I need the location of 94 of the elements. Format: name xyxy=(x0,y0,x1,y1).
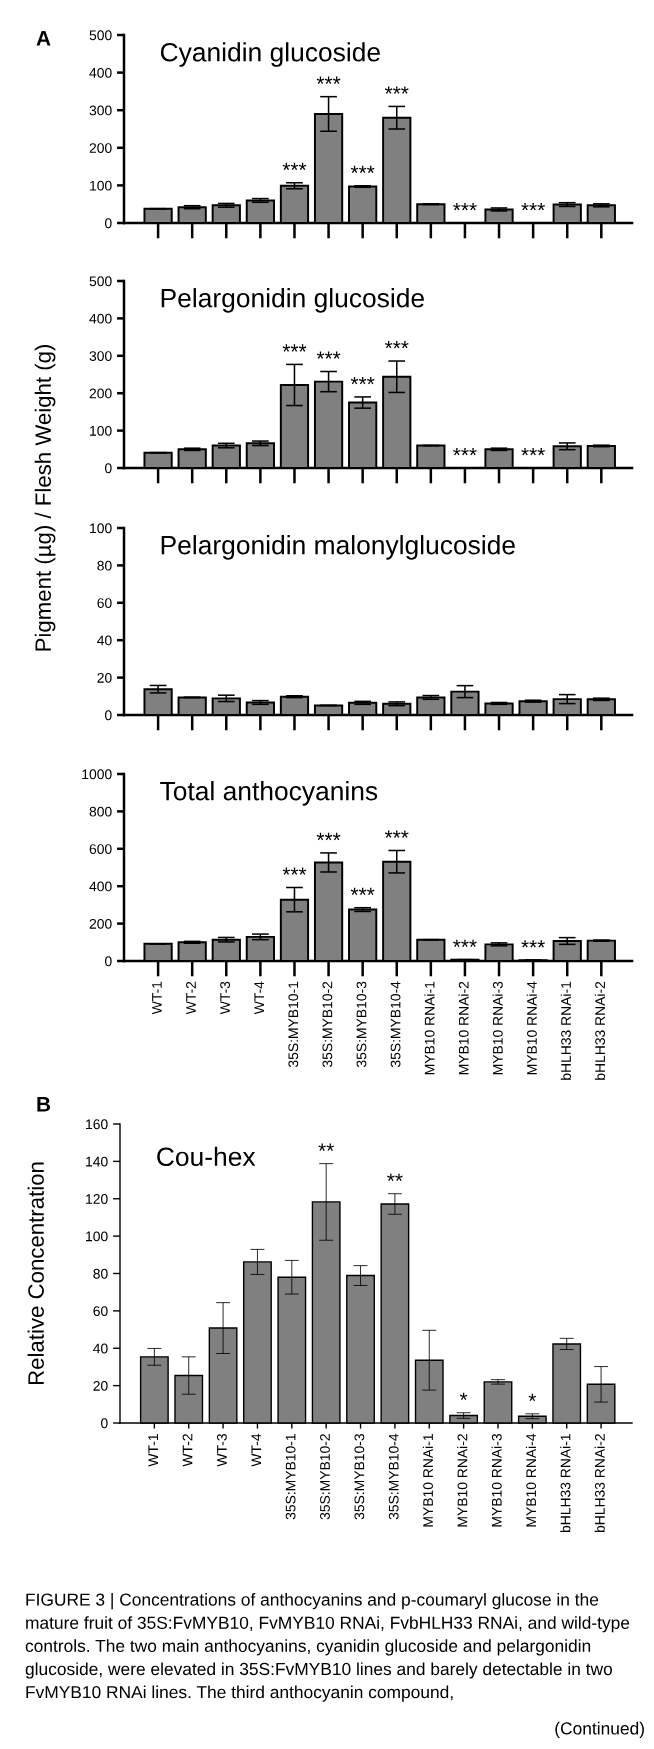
annotation: *** xyxy=(350,376,375,385)
x-tick-label: MYB10 RNAi-2 xyxy=(458,981,469,1075)
annotation: *** xyxy=(521,447,545,456)
x-tick-label: WT-3 xyxy=(220,981,231,1015)
x-tick-label: 35S:MYB10-4 xyxy=(390,981,401,1068)
annotation: *** xyxy=(521,940,545,948)
annotation: *** xyxy=(282,162,307,171)
x-tick-label: MYB10 RNAi-1 xyxy=(424,981,435,1075)
x-tick-label: 35S:MYB10-3 xyxy=(356,981,367,1068)
annotation: * xyxy=(459,1392,468,1400)
annotation: *** xyxy=(350,165,375,174)
y-tick-label: 100 xyxy=(90,180,112,191)
x-tick-label: bHLH33 RNAi-1 xyxy=(560,981,571,1080)
x-tick-label: MYB10 RNAi-3 xyxy=(491,1434,502,1527)
x-tick-label: MYB10 RNAi-3 xyxy=(492,981,503,1075)
y-tick-label: 0 xyxy=(105,463,112,474)
chart-title: Cyanidin glucoside xyxy=(160,42,380,67)
y-axis-title: Relative Concentration xyxy=(27,1162,44,1385)
x-tick-label: 35S:MYB10-3 xyxy=(354,1434,365,1520)
x-tick-label: 35S:MYB10-2 xyxy=(322,981,333,1068)
y-tick-label: 400 xyxy=(89,313,112,324)
y-tick-label: 20 xyxy=(93,1380,108,1391)
y-tick-label: 400 xyxy=(89,881,112,892)
annotation: *** xyxy=(316,76,341,84)
y-tick-label: 0 xyxy=(101,1418,108,1429)
x-tick-label: WT-2 xyxy=(182,1434,193,1467)
x-tick-label: WT-1 xyxy=(148,1434,158,1467)
y-tick-label: 140 xyxy=(86,1156,108,1167)
chart-title: Total anthocyanins xyxy=(160,781,378,806)
y-tick-label: 200 xyxy=(89,918,112,929)
x-tick-label: WT-2 xyxy=(186,981,196,1015)
y-tick-label: 300 xyxy=(89,105,112,116)
x-tick-label: WT-1 xyxy=(152,981,162,1015)
x-tick-label: 35S:MYB10-4 xyxy=(388,1433,399,1520)
text: Cou-hex xyxy=(157,1146,256,1167)
annotation: ** xyxy=(318,1143,334,1151)
annotation: ** xyxy=(387,1173,403,1181)
x-tick-label: bHLH33 RNAi-1 xyxy=(560,1434,571,1533)
x-tick-label: 35S:MYB10-1 xyxy=(288,981,299,1068)
annotation: *** xyxy=(282,867,307,875)
annotation: *** xyxy=(453,202,477,211)
caption: FIGURE 3 | Concentrations of anthocyanins and p-coumaryl glucose in the mature fruit of 35S:FvMYB10, FvMYB10 RNAi, FvbHLH33 RNAi, and wild-type controls. The two main anthocyanins, cyanidin glucoside and pelargonidin glucoside, were elevated in 35S:FvMYB10 lines and barely detectable in two FvMYB10 RNAi lines. The third anthocyanin compound, xyxy=(25,1593,630,1702)
y-tick-label: 600 xyxy=(89,844,112,854)
x-tick-label: 35S:MYB10-2 xyxy=(320,1434,330,1520)
y-tick-label: 80 xyxy=(97,560,112,571)
x-tick-label: 35S:MYB10-1 xyxy=(285,1434,296,1520)
y-tick-label: 800 xyxy=(89,806,112,817)
x-tick-label: MYB10 RNAi-4 xyxy=(526,981,537,1075)
annotation: *** xyxy=(453,447,477,456)
y-tick-label: 0 xyxy=(105,218,112,229)
annotation: *** xyxy=(521,202,545,211)
x-tick-label: MYB10 RNAi-1 xyxy=(422,1434,433,1527)
annotation: *** xyxy=(453,939,477,947)
y-tick-label: 100 xyxy=(90,523,112,534)
y-tick-label: 40 xyxy=(97,635,112,646)
annotation: *** xyxy=(316,832,341,841)
annotation: *** xyxy=(384,86,409,94)
annotation: *** xyxy=(384,340,409,349)
annotation: *** xyxy=(316,351,341,359)
y-tick-label: 40 xyxy=(93,1343,108,1354)
chart-title: Pelargonidin glucoside xyxy=(161,288,424,313)
x-tick-label: WT-4 xyxy=(251,1433,262,1467)
x-tick-label: bHLH33 RNAi-2 xyxy=(594,1434,605,1533)
x-tick-label: bHLH33 RNAi-2 xyxy=(594,981,606,1080)
y-tick-label: 400 xyxy=(89,67,112,78)
y-tick-label: 500 xyxy=(89,276,112,287)
text: B xyxy=(37,1097,51,1112)
y-tick-label: 200 xyxy=(89,143,112,153)
x-tick-label: MYB10 RNAi-4 xyxy=(525,1433,537,1527)
y-tick-label: 1000 xyxy=(82,769,112,780)
annotation: *** xyxy=(350,887,375,895)
y-tick-label: 120 xyxy=(86,1194,108,1204)
y-tick-label: 0 xyxy=(105,956,112,967)
text: A xyxy=(36,31,51,46)
annotation: *** xyxy=(384,830,409,838)
y-axis-title: Pigment (µg) / Flesh Weight (g) xyxy=(34,344,56,651)
y-tick-label: 500 xyxy=(89,30,112,41)
y-tick-label: 60 xyxy=(93,1306,108,1317)
chart-title: Pelargonidin malonylglucoside xyxy=(161,535,515,560)
x-tick-label: WT-4 xyxy=(254,981,264,1015)
y-tick-label: 100 xyxy=(90,425,112,436)
y-tick-label: 100 xyxy=(86,1231,108,1242)
y-tick-label: 80 xyxy=(93,1268,108,1279)
y-tick-label: 160 xyxy=(86,1119,108,1130)
annotation: * xyxy=(528,1393,537,1402)
y-tick-label: 20 xyxy=(97,672,112,683)
x-tick-label: WT-3 xyxy=(216,1434,227,1467)
y-tick-label: 0 xyxy=(105,710,112,721)
y-tick-label: 60 xyxy=(97,598,112,608)
annotation: *** xyxy=(282,344,307,352)
x-tick-label: MYB10 RNAi-2 xyxy=(457,1434,468,1527)
y-tick-label: 300 xyxy=(89,351,112,361)
text: (Continued) xyxy=(555,1721,644,1738)
y-tick-label: 200 xyxy=(89,388,112,399)
